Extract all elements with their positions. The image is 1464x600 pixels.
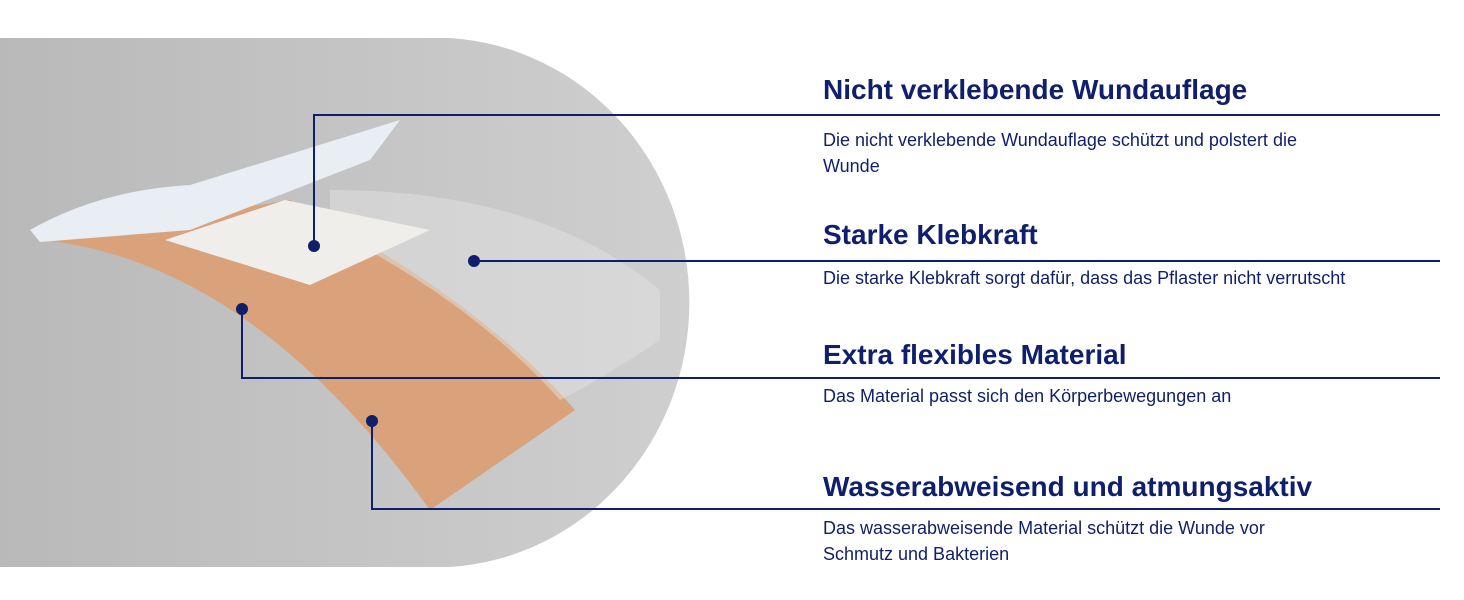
plaster-band bbox=[40, 200, 575, 510]
feature-title: Wasserabweisend und atmungsaktiv bbox=[823, 471, 1313, 502]
callout-lines bbox=[241, 114, 1440, 510]
feature-title: Extra flexibles Material bbox=[823, 339, 1127, 370]
feature-text: Die starke Klebkraft sorgt dafür, dass d… bbox=[823, 268, 1346, 288]
feature-text: Das wasserabweisende Material schützt di… bbox=[823, 518, 1265, 564]
callout-dots bbox=[236, 240, 480, 427]
cover-sheet bbox=[30, 120, 400, 242]
wound-pad bbox=[165, 200, 430, 285]
feature-title: Starke Klebkraft bbox=[823, 219, 1038, 250]
feature-title: Nicht verklebende Wundauflage bbox=[823, 74, 1248, 105]
feature-text: Die nicht verklebende Wundauflage schütz… bbox=[823, 130, 1297, 176]
adhesive-film bbox=[330, 190, 660, 400]
feature-text: Das Material passt sich den Körperbewegu… bbox=[823, 386, 1232, 406]
